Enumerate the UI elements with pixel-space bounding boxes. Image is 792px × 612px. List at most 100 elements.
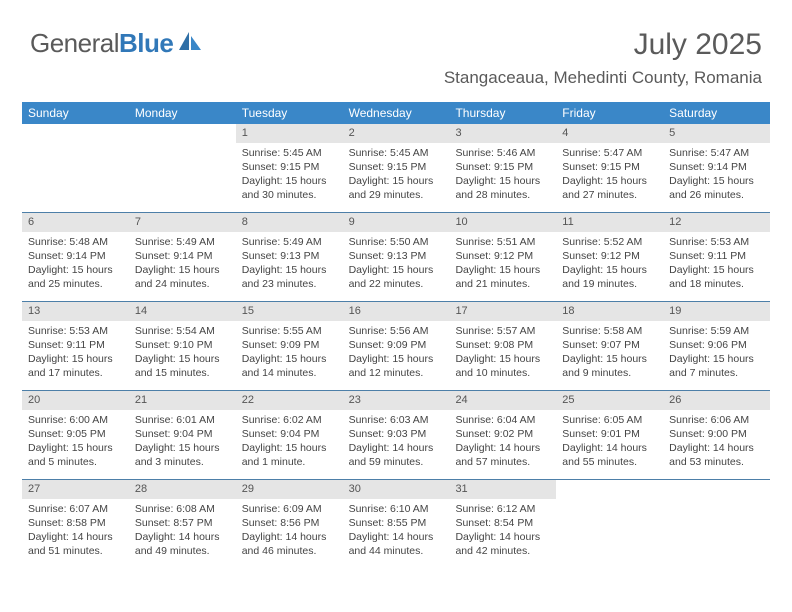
daylight-text: Daylight: 14 hours and 59 minutes. xyxy=(349,441,444,469)
day-number: 13 xyxy=(22,302,129,321)
calendar-day-cell xyxy=(129,124,236,212)
daylight-text: Daylight: 15 hours and 28 minutes. xyxy=(455,174,550,202)
calendar-day-cell xyxy=(663,480,770,568)
sunset-text: Sunset: 9:15 PM xyxy=(455,160,550,174)
sunset-text: Sunset: 9:08 PM xyxy=(455,338,550,352)
day-body: Sunrise: 6:02 AMSunset: 9:04 PMDaylight:… xyxy=(236,410,343,476)
daylight-text: Daylight: 15 hours and 12 minutes. xyxy=(349,352,444,380)
sunrise-text: Sunrise: 6:00 AM xyxy=(28,413,123,427)
day-header: Friday xyxy=(556,102,663,124)
day-header: Thursday xyxy=(449,102,556,124)
sunrise-text: Sunrise: 6:08 AM xyxy=(135,502,230,516)
sunset-text: Sunset: 9:15 PM xyxy=(349,160,444,174)
daylight-text: Daylight: 15 hours and 3 minutes. xyxy=(135,441,230,469)
calendar-day-cell: 27Sunrise: 6:07 AMSunset: 8:58 PMDayligh… xyxy=(22,480,129,568)
day-number: 3 xyxy=(449,124,556,143)
day-body: Sunrise: 6:12 AMSunset: 8:54 PMDaylight:… xyxy=(449,499,556,565)
sunrise-text: Sunrise: 5:54 AM xyxy=(135,324,230,338)
calendar-day-cell: 5Sunrise: 5:47 AMSunset: 9:14 PMDaylight… xyxy=(663,124,770,212)
sunset-text: Sunset: 9:03 PM xyxy=(349,427,444,441)
calendar-day-cell: 14 Sunrise: 5:54 AMSunset: 9:10 PMDayligh… xyxy=(129,302,236,390)
daylight-text: Daylight: 15 hours and 23 minutes. xyxy=(242,263,337,291)
daylight-text: Daylight: 15 hours and 10 minutes. xyxy=(455,352,550,380)
sunrise-text: Sunrise: 5:49 AM xyxy=(135,235,230,249)
day-body: Sunrise: 5:57 AMSunset: 9:08 PMDaylight:… xyxy=(449,321,556,387)
sunset-text: Sunset: 9:09 PM xyxy=(349,338,444,352)
calendar-day-cell: 3Sunrise: 5:46 AMSunset: 9:15 PMDaylight… xyxy=(449,124,556,212)
daylight-text: Daylight: 14 hours and 42 minutes. xyxy=(455,530,550,558)
daylight-text: Daylight: 14 hours and 57 minutes. xyxy=(455,441,550,469)
sunset-text: Sunset: 9:14 PM xyxy=(28,249,123,263)
day-body: Sunrise: 6:06 AMSunset: 9:00 PMDaylight:… xyxy=(663,410,770,476)
calendar-day-cell: 17Sunrise: 5:57 AMSunset: 9:08 PMDayligh… xyxy=(449,302,556,390)
calendar-week-row: 13Sunrise: 5:53 AMSunset: 9:11 PMDayligh… xyxy=(22,301,770,390)
sunrise-text: Sunrise: 6:03 AM xyxy=(349,413,444,427)
day-number: 26 xyxy=(663,391,770,410)
calendar-day-cell: 16Sunrise: 5:56 AMSunset: 9:09 PMDayligh… xyxy=(343,302,450,390)
calendar-day-cell: 11Sunrise: 5:52 AMSunset: 9:12 PMDayligh… xyxy=(556,213,663,301)
sunset-text: Sunset: 9:12 PM xyxy=(455,249,550,263)
sunset-text: Sunset: 9:11 PM xyxy=(28,338,123,352)
day-number: 28 xyxy=(129,480,236,499)
logo-text: GeneralBlue xyxy=(30,28,173,59)
sunset-text: Sunset: 9:14 PM xyxy=(135,249,230,263)
daylight-text: Daylight: 14 hours and 53 minutes. xyxy=(669,441,764,469)
daylight-text: Daylight: 15 hours and 1 minute. xyxy=(242,441,337,469)
sail-icon xyxy=(177,30,203,57)
daylight-text: Daylight: 15 hours and 5 minutes. xyxy=(28,441,123,469)
logo: GeneralBlue xyxy=(30,28,203,59)
daylight-text: Daylight: 15 hours and 14 minutes. xyxy=(242,352,337,380)
logo-text-blue: Blue xyxy=(119,28,173,58)
calendar-day-cell: 20Sunrise: 6:00 AMSunset: 9:05 PMDayligh… xyxy=(22,391,129,479)
calendar-day-cell: 10Sunrise: 5:51 AMSunset: 9:12 PMDayligh… xyxy=(449,213,556,301)
day-body: Sunrise: 6:00 AMSunset: 9:05 PMDaylight:… xyxy=(22,410,129,476)
calendar-day-cell: 30Sunrise: 6:10 AMSunset: 8:55 PMDayligh… xyxy=(343,480,450,568)
day-number xyxy=(129,124,236,128)
daylight-text: Daylight: 14 hours and 46 minutes. xyxy=(242,530,337,558)
calendar-week-row: 1Sunrise: 5:45 AMSunset: 9:15 PMDaylight… xyxy=(22,124,770,212)
day-number: 5 xyxy=(663,124,770,143)
day-number: 21 xyxy=(129,391,236,410)
daylight-text: Daylight: 15 hours and 29 minutes. xyxy=(349,174,444,202)
sunrise-text: Sunrise: 5:47 AM xyxy=(562,146,657,160)
day-number: 15 xyxy=(236,302,343,321)
daylight-text: Daylight: 15 hours and 25 minutes. xyxy=(28,263,123,291)
daylight-text: Daylight: 15 hours and 9 minutes. xyxy=(562,352,657,380)
daylight-text: Daylight: 14 hours and 49 minutes. xyxy=(135,530,230,558)
sunrise-text: Sunrise: 5:48 AM xyxy=(28,235,123,249)
day-body: Sunrise: 5:45 AMSunset: 9:15 PMDaylight:… xyxy=(236,143,343,209)
calendar-week-row: 27Sunrise: 6:07 AMSunset: 8:58 PMDayligh… xyxy=(22,479,770,568)
calendar-day-cell: 31Sunrise: 6:12 AMSunset: 8:54 PMDayligh… xyxy=(449,480,556,568)
day-body: Sunrise: 6:08 AMSunset: 8:57 PMDaylight:… xyxy=(129,499,236,565)
sunrise-text: Sunrise: 6:12 AM xyxy=(455,502,550,516)
sunset-text: Sunset: 9:13 PM xyxy=(242,249,337,263)
day-body: Sunrise: 5:45 AMSunset: 9:15 PMDaylight:… xyxy=(343,143,450,209)
sunset-text: Sunset: 9:12 PM xyxy=(562,249,657,263)
day-body: Sunrise: 5:50 AMSunset: 9:13 PMDaylight:… xyxy=(343,232,450,298)
location-subtitle: Stangaceaua, Mehedinti County, Romania xyxy=(444,68,762,88)
sunrise-text: Sunrise: 5:49 AM xyxy=(242,235,337,249)
calendar-day-cell: 23Sunrise: 6:03 AMSunset: 9:03 PMDayligh… xyxy=(343,391,450,479)
calendar-day-cell: 4Sunrise: 5:47 AMSunset: 9:15 PMDaylight… xyxy=(556,124,663,212)
day-body: Sunrise: 5:53 AMSunset: 9:11 PMDaylight:… xyxy=(663,232,770,298)
day-number: 14 xyxy=(129,302,236,321)
logo-text-gray: General xyxy=(30,28,119,58)
sunrise-text: Sunrise: 6:10 AM xyxy=(349,502,444,516)
day-number: 17 xyxy=(449,302,556,321)
sunrise-text: Sunrise: 6:05 AM xyxy=(562,413,657,427)
day-number: 19 xyxy=(663,302,770,321)
calendar-day-cell: 12Sunrise: 5:53 AMSunset: 9:11 PMDayligh… xyxy=(663,213,770,301)
day-number: 18 xyxy=(556,302,663,321)
day-body: Sunrise: 5:47 AMSunset: 9:14 PMDaylight:… xyxy=(663,143,770,209)
daylight-text: Daylight: 15 hours and 15 minutes. xyxy=(135,352,230,380)
sunrise-text: Sunrise: 5:59 AM xyxy=(669,324,764,338)
sunset-text: Sunset: 9:10 PM xyxy=(135,338,230,352)
sunset-text: Sunset: 8:56 PM xyxy=(242,516,337,530)
sunrise-text: Sunrise: 5:55 AM xyxy=(242,324,337,338)
day-number: 10 xyxy=(449,213,556,232)
day-body: Sunrise: 5:48 AMSunset: 9:14 PMDaylight:… xyxy=(22,232,129,298)
day-body: Sunrise: 5:59 AMSunset: 9:06 PMDaylight:… xyxy=(663,321,770,387)
day-number: 1 xyxy=(236,124,343,143)
daylight-text: Daylight: 14 hours and 44 minutes. xyxy=(349,530,444,558)
sunset-text: Sunset: 9:11 PM xyxy=(669,249,764,263)
